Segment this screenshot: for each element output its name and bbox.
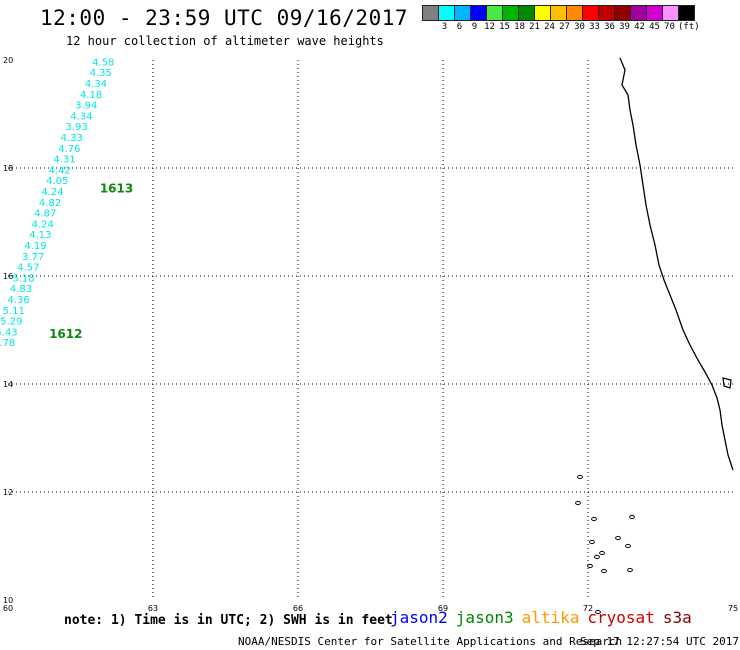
wave-height-value: 4.31 (53, 155, 75, 166)
wave-height-value: 4.83 (10, 284, 32, 295)
coastline (619, 57, 734, 471)
legend-label: 33 (589, 22, 600, 32)
island (627, 567, 633, 573)
wave-height-value: 4.34 (70, 111, 92, 122)
wave-height-value: 4.33 (61, 133, 83, 144)
legend-label: 9 (471, 22, 478, 32)
legend-label: 70 (664, 22, 675, 32)
wave-height-value: 4.42 (49, 165, 71, 176)
wave-height-value: 5.29 (0, 317, 22, 328)
legend-label: 15 (499, 22, 510, 32)
legend-label: 6 (456, 22, 463, 32)
lon-tick-label: 60 (3, 604, 13, 613)
island (601, 568, 607, 574)
wave-height-value: 4.82 (39, 198, 61, 209)
legend-label: 18 (514, 22, 525, 32)
island (591, 516, 597, 522)
wave-height-value: 4.24 (32, 219, 54, 230)
lat-tick-label: 14 (3, 380, 13, 389)
legend-label: 39 (619, 22, 630, 32)
legend-label: 12 (484, 22, 495, 32)
legend-swatch (678, 5, 695, 21)
satellite-name: jason2 (390, 608, 448, 627)
lat-tick-label: 12 (3, 488, 13, 497)
legend-label: 36 (604, 22, 615, 32)
wave-height-value: 3.77 (22, 252, 44, 263)
legend-label: 27 (559, 22, 570, 32)
footer-note: note: 1) Time is in UTC; 2) SWH is in fe… (64, 613, 393, 628)
legend-label: 30 (574, 22, 585, 32)
legend-label: 42 (634, 22, 645, 32)
satellite-name: altika (521, 608, 580, 627)
island (575, 500, 581, 506)
wave-height-value: 3.94 (75, 101, 97, 112)
wave-height-value: 4.58 (92, 57, 114, 68)
color-scale-labels: 3 6 9 12 15 18 21 24 27 30 33 36 39 42 45 70 (ft) (422, 22, 700, 32)
wave-height-value: 4.19 (24, 241, 46, 252)
wave-height-value: 5.18 (12, 273, 34, 284)
credit-text: NOAA/NESDIS Center for Satellite Applica… (238, 635, 623, 648)
wave-height-value: 4.87 (34, 209, 56, 220)
wave-height-value: 4.13 (29, 230, 51, 241)
wave-height-value: 4.24 (41, 187, 63, 198)
lat-tick-label: 10 (3, 596, 13, 605)
wave-height-value: 4.57 (17, 263, 39, 274)
wave-height-value: 4.05 (46, 176, 68, 187)
wave-height-value: 3.93 (65, 122, 87, 133)
map-subtitle: 12 hour collection of altimeter wave hei… (66, 34, 384, 48)
lon-tick-label: 66 (293, 604, 303, 613)
pass-number: 1612 (49, 327, 82, 341)
wave-height-value: 4.78 (0, 338, 15, 349)
pass-number: 1613 (100, 181, 133, 195)
lon-tick-label: 72 (583, 604, 593, 613)
legend-label: 3 (441, 22, 448, 32)
wave-height-value: 5.11 (3, 306, 25, 317)
lat-tick-label: 20 (3, 56, 13, 65)
legend-label: 21 (529, 22, 540, 32)
satellite-name: cryosat (587, 608, 655, 627)
coastline-islet (722, 377, 732, 389)
island (625, 543, 631, 549)
legend-label: 45 (649, 22, 660, 32)
island (595, 609, 601, 615)
satellite-name: s3a (662, 608, 692, 627)
island (599, 550, 605, 556)
wave-height-value: 5.43 (0, 327, 18, 338)
lon-tick-label: 63 (148, 604, 158, 613)
wave-height-value: 4.35 (90, 68, 112, 79)
wave-height-value: 4.76 (58, 144, 80, 155)
lat-tick-label: 16 (3, 272, 13, 281)
island (594, 554, 600, 560)
legend-unit: (ft) (678, 22, 700, 32)
map-title: 12:00 - 23:59 UTC 09/16/2017 (40, 6, 409, 30)
island (589, 539, 595, 545)
legend-label: 24 (544, 22, 555, 32)
lat-tick-label: 18 (3, 164, 13, 173)
island (587, 563, 593, 569)
wave-height-value: 4.36 (7, 295, 29, 306)
island (577, 474, 583, 480)
island (615, 535, 621, 541)
satellite-name: jason3 (455, 608, 514, 627)
lon-tick-label: 75 (728, 604, 738, 613)
wave-height-value: 4.34 (85, 79, 107, 90)
wave-height-value: 4.18 (80, 90, 102, 101)
lon-tick-label: 69 (438, 604, 448, 613)
generated-timestamp: Sep 17 12:27:54 UTC 2017 (580, 635, 739, 648)
island (629, 514, 635, 520)
color-scale-legend (422, 5, 695, 21)
satellite-legend: jason2 jason3 altika cryosat s3a (390, 608, 700, 627)
